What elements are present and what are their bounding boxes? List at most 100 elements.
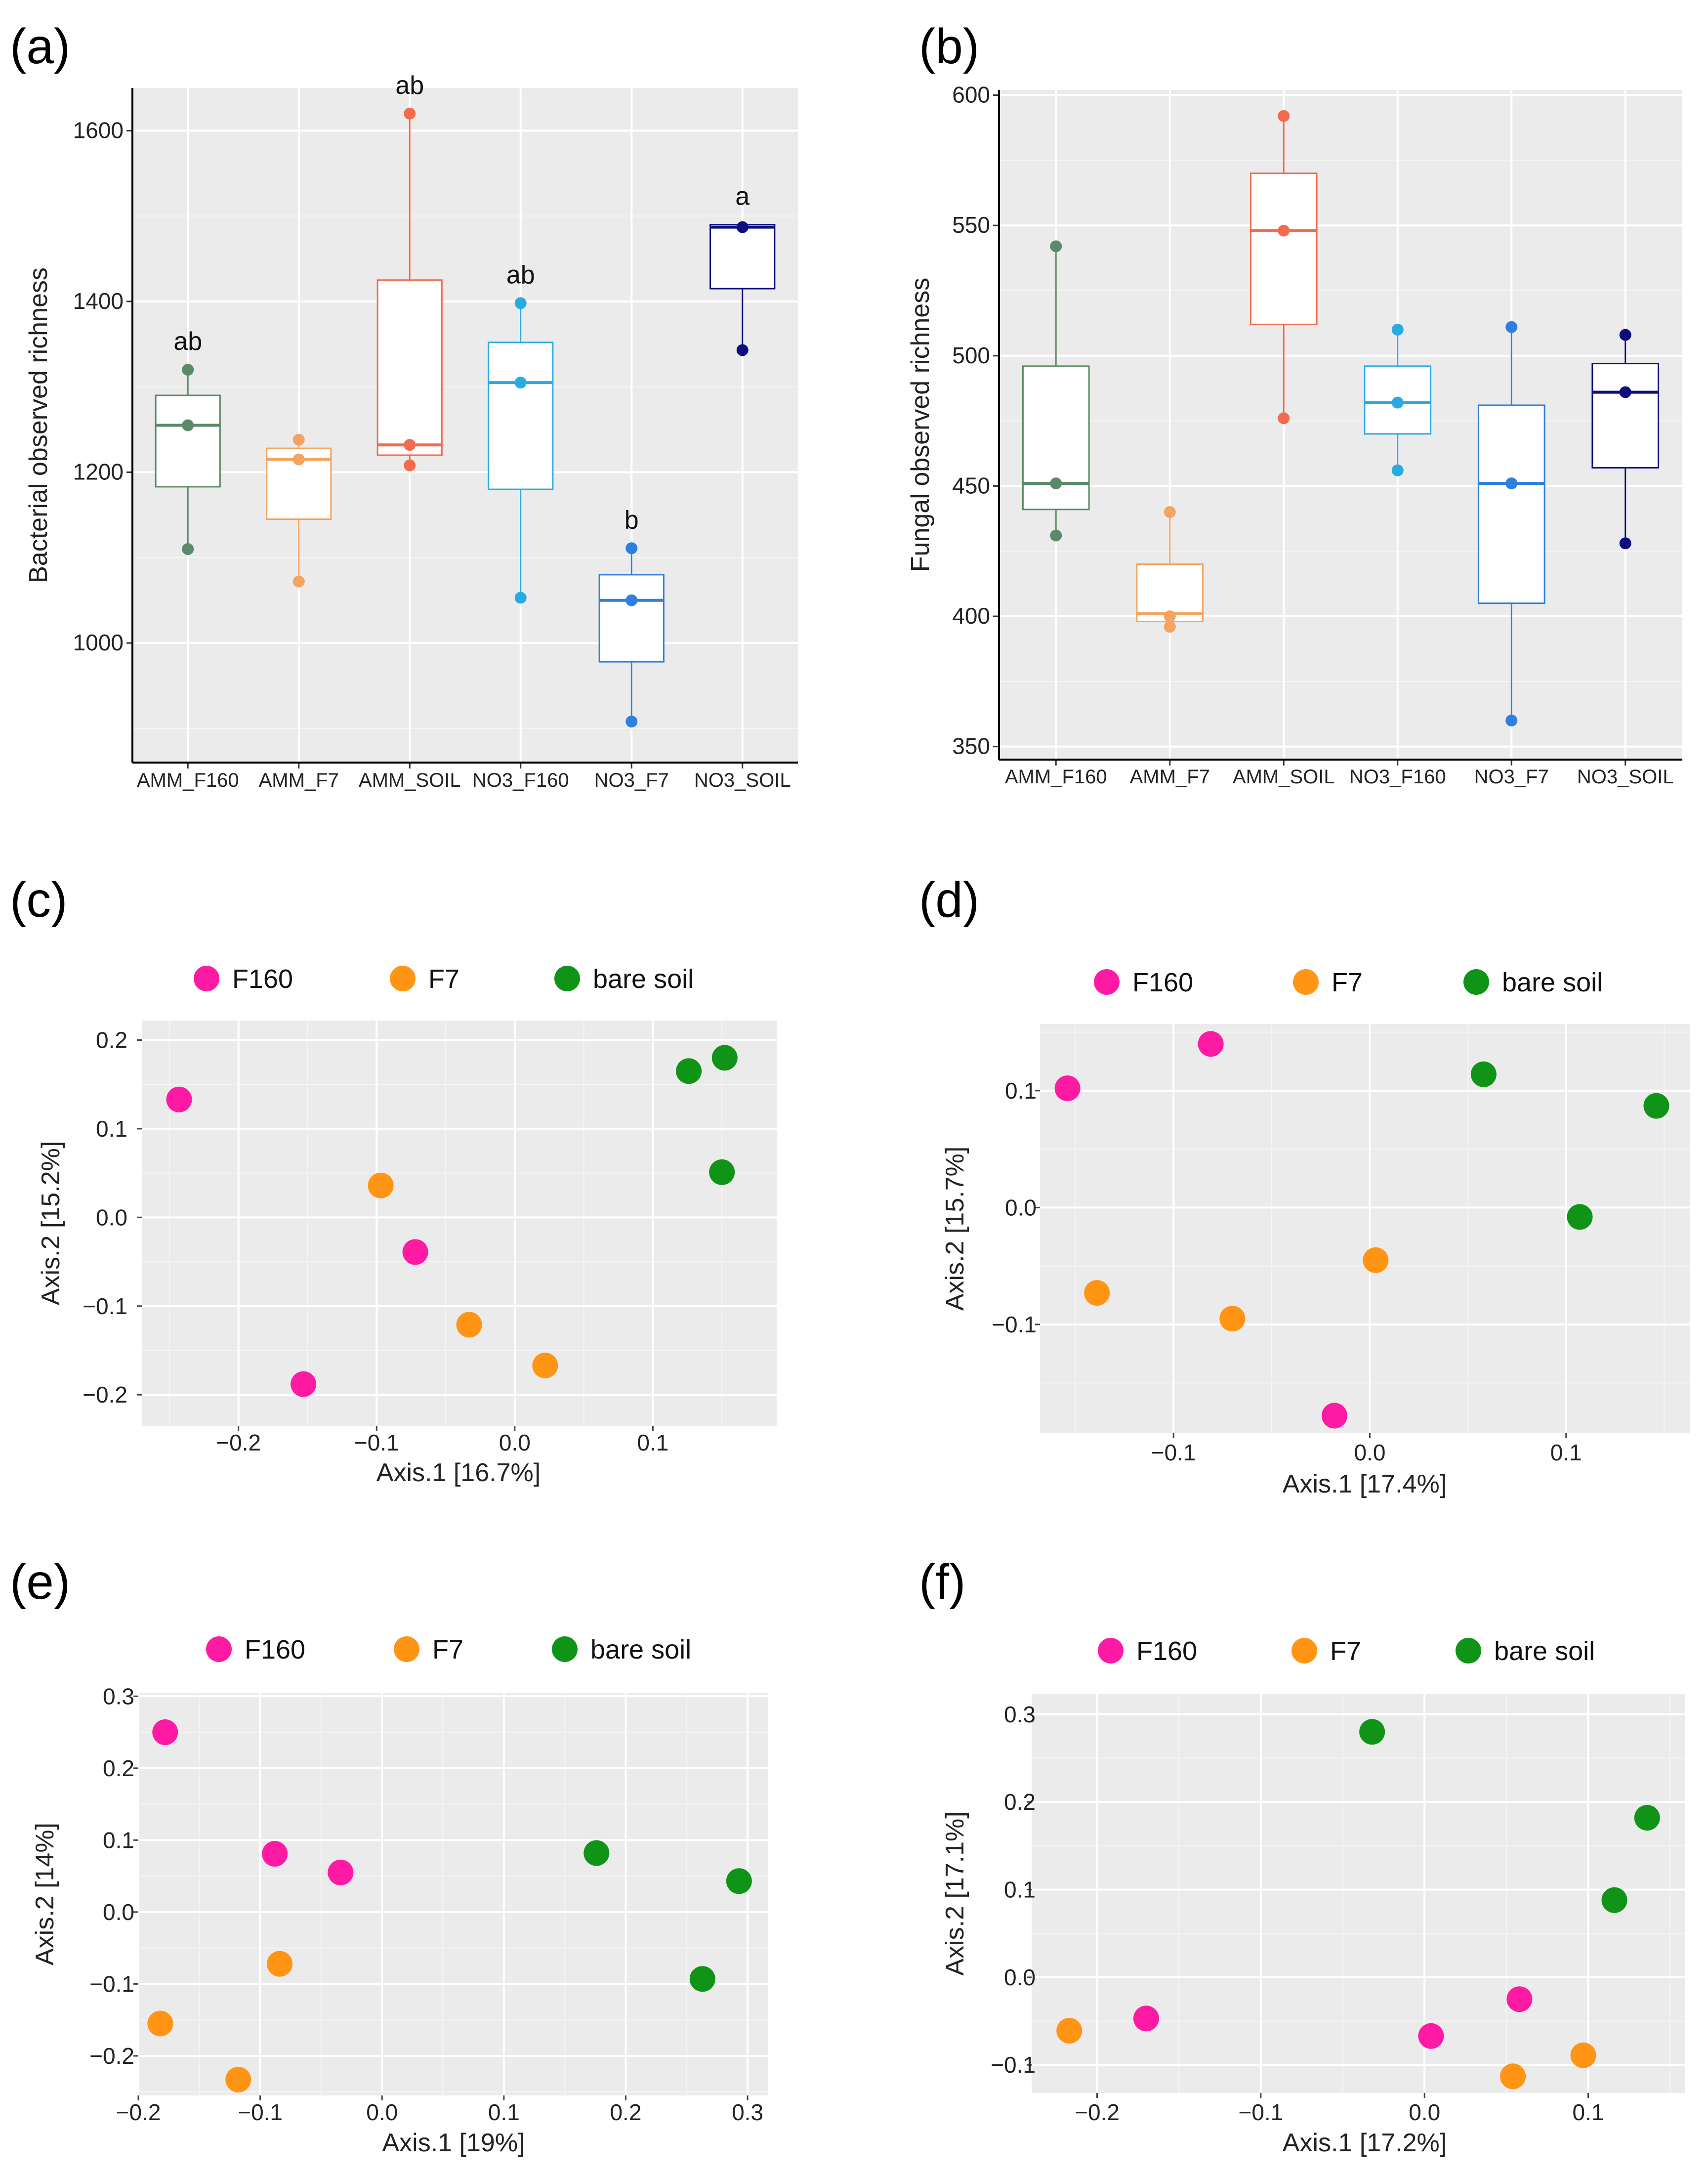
data-point xyxy=(292,453,305,466)
data-point xyxy=(625,542,638,555)
legend-marker xyxy=(1094,969,1120,995)
legend-label: F160 xyxy=(1132,968,1193,997)
legend-marker xyxy=(1456,1638,1481,1664)
data-point xyxy=(1505,477,1518,490)
data-point xyxy=(1164,621,1176,633)
legend-marker xyxy=(554,966,580,991)
point-bare-soil xyxy=(1643,1093,1669,1119)
data-point xyxy=(292,433,305,446)
point-bare-soil xyxy=(726,1868,752,1894)
data-point xyxy=(514,297,527,309)
y-tick-label: 1400 xyxy=(73,288,124,314)
point-f7 xyxy=(532,1352,558,1378)
legend-label: F7 xyxy=(432,1635,463,1664)
box-no3-f160 xyxy=(488,341,554,490)
panel-d: (d) −0.1 0.0 0.1 −0.1 0.0 0.1 F160 F7 bare soil Ax… xyxy=(919,872,1690,1498)
data-point xyxy=(1391,464,1404,476)
point-f160 xyxy=(262,1841,288,1867)
y-axis-title: Axis.2 [14%] xyxy=(31,1823,59,1965)
data-point xyxy=(1278,412,1290,425)
data-point xyxy=(1619,329,1631,341)
y-tick-label: 0.3 xyxy=(103,1683,134,1709)
point-f7 xyxy=(225,2066,251,2092)
data-point xyxy=(182,364,194,376)
point-f7 xyxy=(1570,2042,1596,2068)
data-point xyxy=(182,543,194,555)
y-tick-label: 0.0 xyxy=(1004,1964,1036,1990)
x-tick-label: 0.1 xyxy=(488,2099,520,2125)
data-point xyxy=(1391,396,1404,409)
x-tick-label: AMM_SOIL xyxy=(359,769,461,791)
box-amm-soil xyxy=(1250,172,1318,326)
point-bare-soil xyxy=(1470,1061,1497,1087)
significance-letter: a xyxy=(735,182,750,211)
plot-background xyxy=(138,1693,768,2095)
legend-label: bare soil xyxy=(1494,1636,1595,1666)
data-point xyxy=(736,221,749,233)
data-point xyxy=(1278,110,1290,122)
box-amm-soil xyxy=(376,279,443,456)
data-point xyxy=(182,419,194,431)
legend-label: F160 xyxy=(232,964,293,994)
point-f160 xyxy=(402,1239,428,1265)
legend-marker xyxy=(1463,969,1489,995)
significance-letter: b xyxy=(625,506,639,534)
legend-label: F7 xyxy=(1330,1636,1361,1666)
x-axis-title: Axis.1 [16.7%] xyxy=(376,1458,541,1487)
x-tick-label: 0.0 xyxy=(1354,1440,1385,1465)
panel-b: (b) 350 400 450 500 550 600 AMM_F160 AMM_F7 AMM_S… xyxy=(906,19,1682,788)
legend-marker xyxy=(1293,969,1319,995)
y-tick-label: 0.2 xyxy=(96,1027,127,1053)
y-tick-label: 500 xyxy=(952,342,990,368)
y-axis-title: Axis.2 [15.2%] xyxy=(37,1141,65,1305)
point-f160 xyxy=(1198,1031,1224,1057)
data-point xyxy=(514,592,527,604)
point-f7 xyxy=(147,2010,173,2037)
panel-f: (f) −0.2 −0.1 0.0 0.1 −0.1 0.0 0.1 0.2 0.3 F160 F7 b… xyxy=(919,1554,1685,2157)
panel-e: (e) −0.2 −0.1 0.0 0.1 0.2 0.3 −0.2 −0.1 0.0 0.1 0.2… xyxy=(10,1554,768,2157)
box-no3-f7 xyxy=(598,574,665,663)
x-tick-label: −0.2 xyxy=(116,2099,161,2125)
x-tick-label: AMM_SOIL xyxy=(1233,766,1335,788)
point-f160 xyxy=(1054,1075,1081,1102)
point-f160 xyxy=(1133,2005,1159,2032)
significance-letter: ab xyxy=(173,327,202,356)
point-bare-soil xyxy=(1601,1887,1627,1913)
legend-label: F7 xyxy=(1332,968,1363,997)
point-f160 xyxy=(152,1719,178,1746)
x-tick-label: AMM_F7 xyxy=(259,769,339,791)
point-f160 xyxy=(1506,1986,1533,2012)
x-tick-label: −0.2 xyxy=(1075,2099,1120,2125)
legend-label: bare soil xyxy=(590,1635,691,1664)
legend-marker xyxy=(194,966,219,991)
point-bare-soil xyxy=(583,1840,610,1866)
x-tick-label: 0.0 xyxy=(499,1430,531,1455)
point-f7 xyxy=(1219,1306,1246,1332)
legend-label: F160 xyxy=(245,1635,305,1664)
x-tick-label: −0.1 xyxy=(1238,2099,1283,2125)
plot-background xyxy=(142,1021,777,1426)
y-tick-label: 0.2 xyxy=(1004,1789,1036,1815)
point-bare-soil xyxy=(1567,1204,1593,1230)
y-tick-label: 1600 xyxy=(73,117,124,143)
point-f160 xyxy=(166,1086,192,1112)
plot-background xyxy=(1032,1694,1685,2093)
data-point xyxy=(292,575,305,588)
x-tick-label: NO3_F7 xyxy=(594,769,669,791)
data-point xyxy=(1050,477,1062,490)
data-point xyxy=(1505,321,1518,333)
data-point xyxy=(625,594,638,606)
x-tick-label: 0.3 xyxy=(732,2099,763,2125)
significance-letter: ab xyxy=(395,71,424,100)
panel-letter: (e) xyxy=(10,1554,70,1610)
legend: F160 F7 bare soil xyxy=(1094,968,1603,997)
x-tick-label: NO3_F160 xyxy=(472,769,569,791)
x-tick-label: −0.1 xyxy=(354,1430,399,1455)
box-no3-f7 xyxy=(1477,404,1545,604)
point-bare-soil xyxy=(709,1159,735,1185)
y-tick-label: −0.1 xyxy=(83,1293,127,1319)
y-tick-label: 400 xyxy=(952,603,990,629)
x-tick-label: NO3_SOIL xyxy=(1577,766,1674,788)
y-tick-label: 0.0 xyxy=(96,1204,127,1230)
